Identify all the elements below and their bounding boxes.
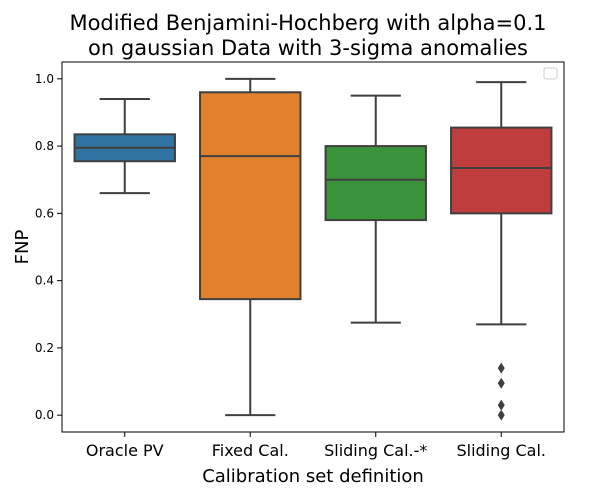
box	[450, 126, 553, 215]
y-axis-label: FNP	[12, 230, 33, 265]
outlier-point	[497, 409, 505, 421]
y-tick-label: 0.6	[35, 206, 54, 220]
box	[199, 91, 302, 301]
plot-area: 0.0 0.2 0.4 0.6 0.8 1.0 Oracle PV Fixed Cal. Sli…	[35, 72, 553, 460]
y-tick-label: 0.8	[35, 139, 54, 153]
x-axis-label: Calibration set definition	[202, 466, 424, 487]
y-tick-label: 1.0	[35, 72, 54, 86]
x-tick-label: Oracle PV	[86, 441, 164, 460]
outlier-point	[497, 362, 505, 374]
y-tick-label: 0.4	[35, 274, 54, 288]
outlier-point	[497, 399, 505, 411]
x-tick-label: Sliding Cal.-*	[324, 441, 427, 460]
chart-title-line-1: Modified Benjamini-Hochberg with alpha=0…	[69, 11, 546, 35]
x-tick-label: Sliding Cal.	[456, 441, 546, 460]
box	[324, 145, 427, 222]
outlier-point	[497, 377, 505, 389]
y-tick-label: 0.0	[35, 408, 54, 422]
legend-box	[543, 67, 558, 80]
plot-frame	[61, 61, 565, 433]
legend	[543, 67, 558, 80]
chart-title-line-2: on gaussian Data with 3-sigma anomalies	[88, 36, 528, 60]
x-tick-label: Fixed Cal.	[212, 441, 289, 460]
y-tick-label: 0.2	[35, 341, 54, 355]
